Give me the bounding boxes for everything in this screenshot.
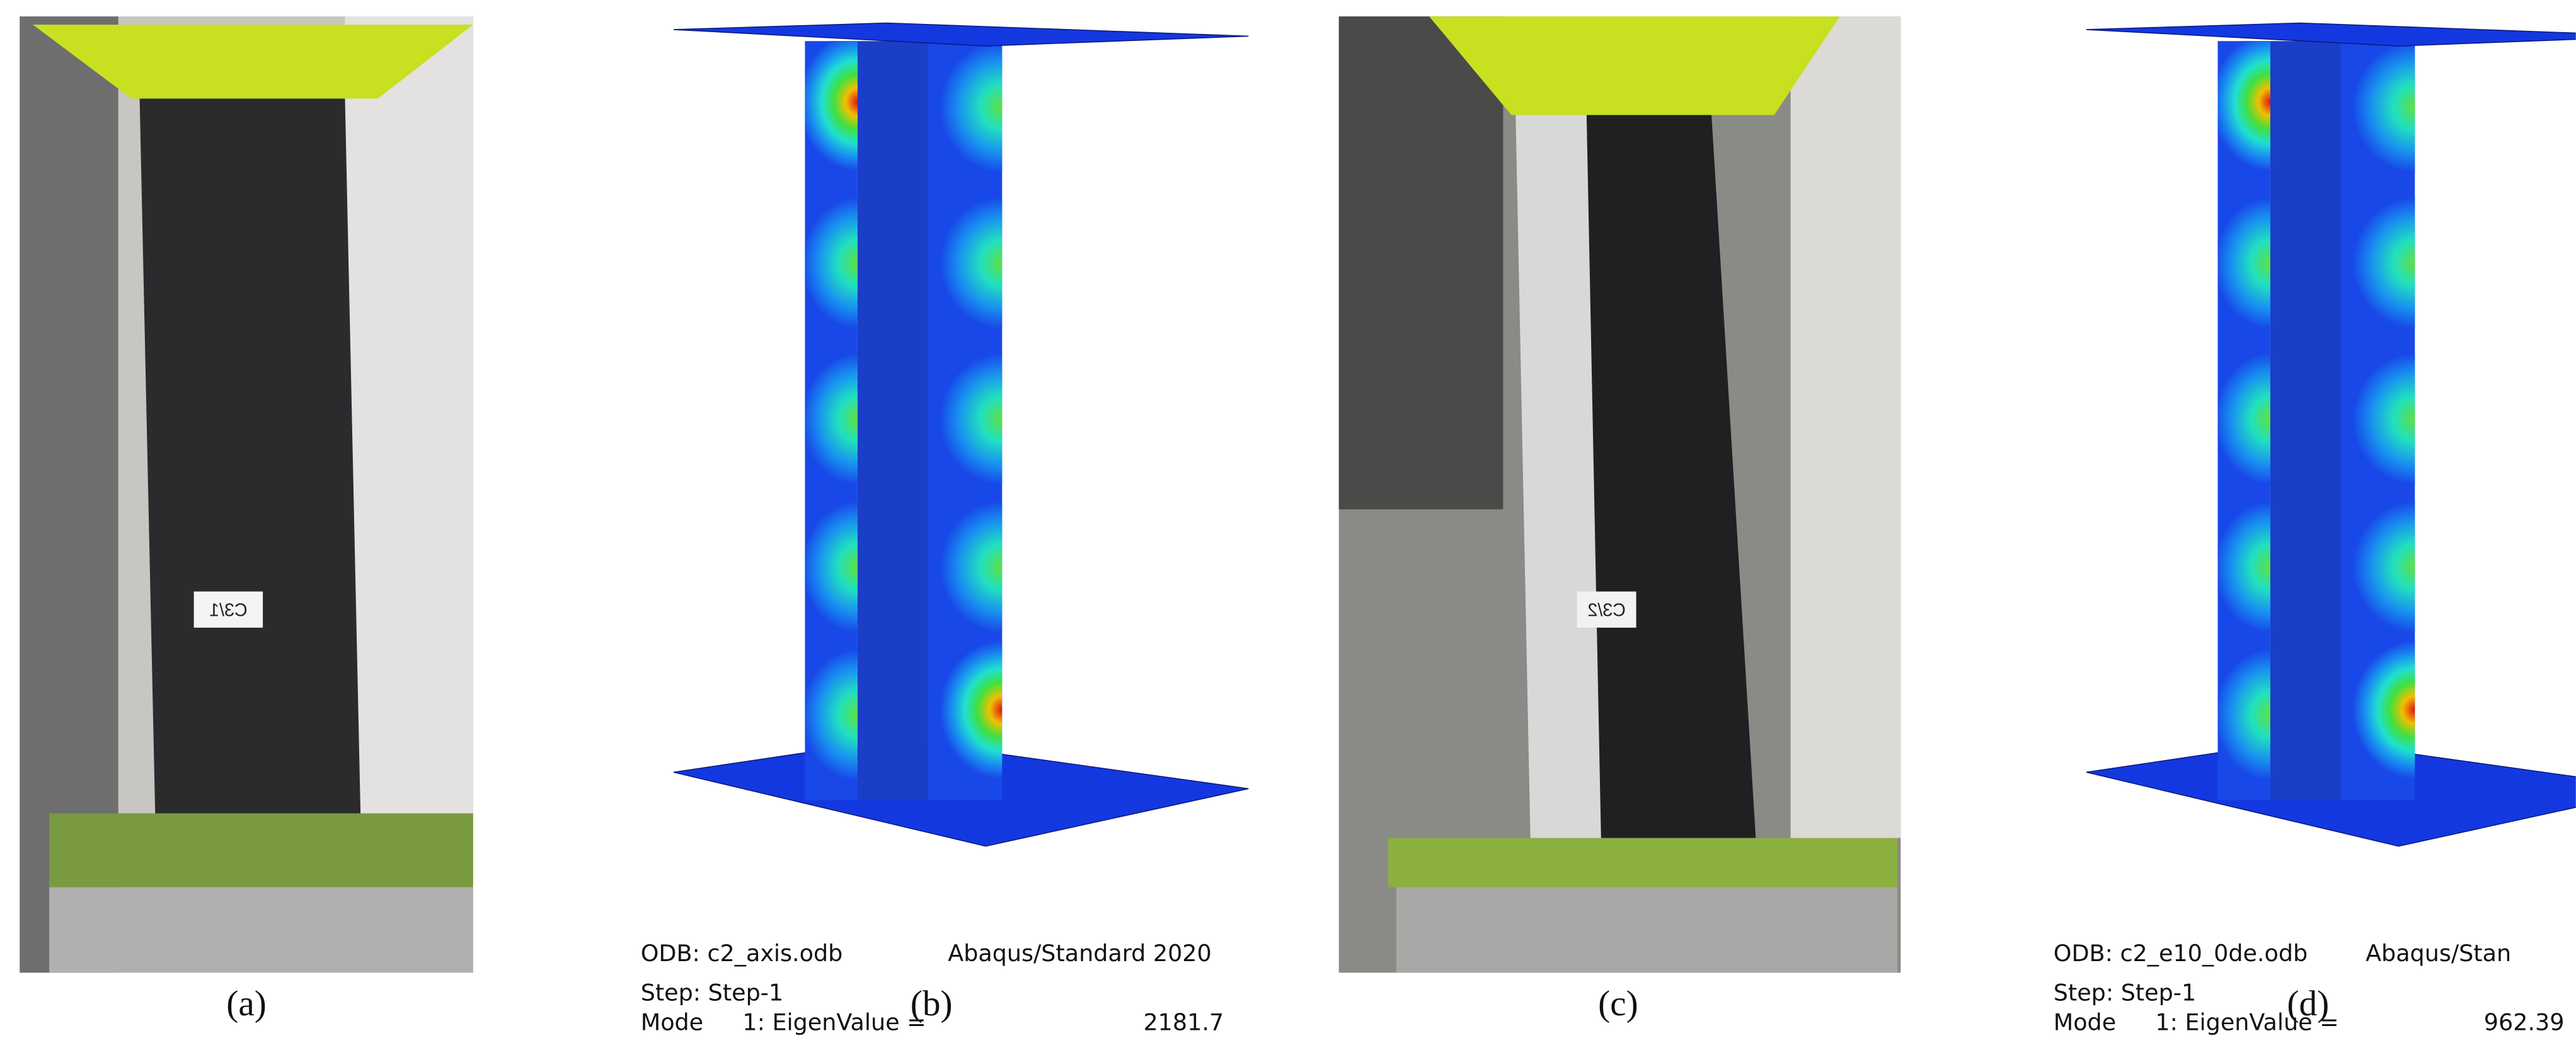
fe-render-d xyxy=(2086,23,2576,846)
figure-content: C3/1 (a) ODB: c2_axis.odb Abaqus/Standar… xyxy=(20,16,2576,1036)
photo-c: C3/2 xyxy=(1338,16,1901,973)
eigenvalue: 962.39 xyxy=(2484,1009,2565,1036)
mode: Mode xyxy=(641,1009,703,1036)
odb-name: ODB: c2_e10_0de.odb xyxy=(2054,940,2308,967)
step: Step: Step-1 xyxy=(2054,979,2196,1007)
photo-a: C3/1 xyxy=(20,16,473,973)
mode: Mode xyxy=(2054,1009,2116,1036)
eigen-label: 1: EigenValue = xyxy=(2155,1009,2338,1036)
panel-label: (c) xyxy=(1598,984,1638,1024)
step: Step: Step-1 xyxy=(641,979,783,1007)
panel-label: (b) xyxy=(911,984,953,1024)
sticker-text: C3/1 xyxy=(209,601,248,621)
software: Abaqus/Standard 2020 xyxy=(948,940,1211,967)
sticker-text: C3/2 xyxy=(1587,601,1626,621)
odb-name: ODB: c2_axis.odb xyxy=(641,940,843,967)
eigen-label: 1: EigenValue = xyxy=(742,1009,926,1036)
fe-render-b xyxy=(674,23,1248,846)
software: Abaqus/Stan xyxy=(2366,940,2511,967)
panel-label: (a) xyxy=(226,984,267,1024)
eigenvalue: 2181.7 xyxy=(1143,1009,1224,1036)
panel-label: (d) xyxy=(2287,984,2329,1024)
